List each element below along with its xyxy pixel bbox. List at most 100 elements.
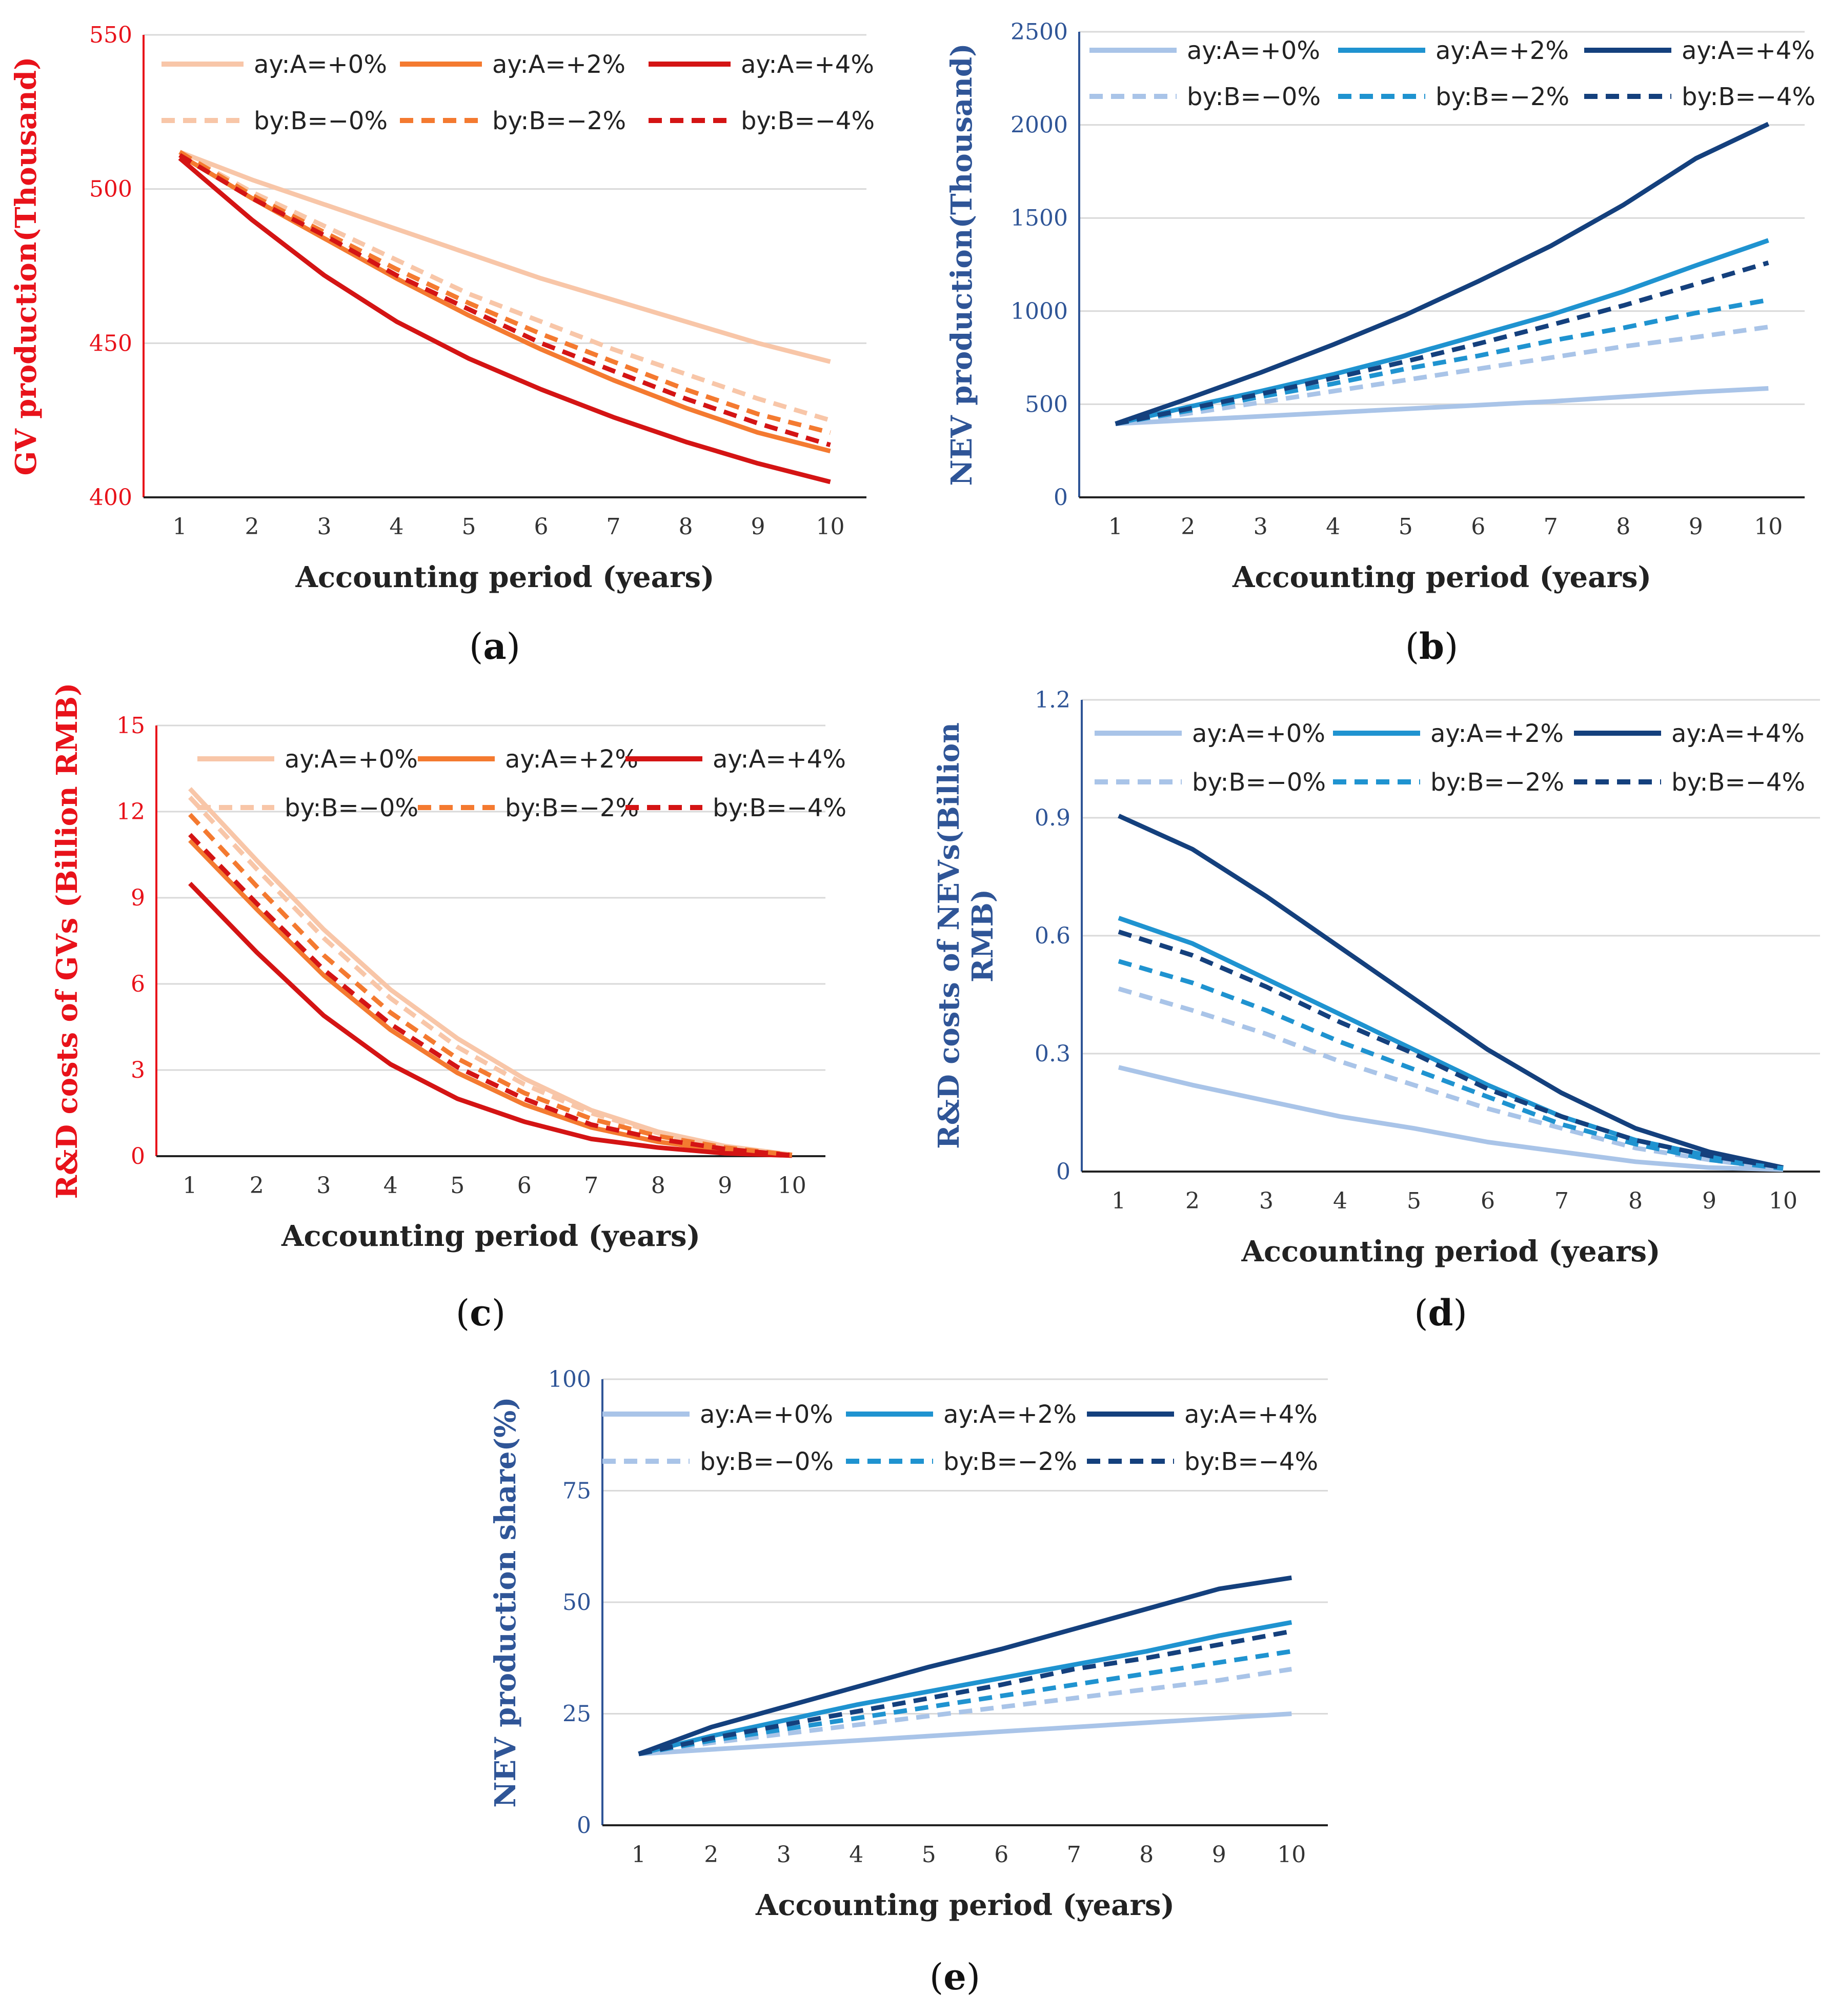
series-line-by-5 — [638, 1629, 1292, 1757]
y-axis-title-line-1: R&D costs of NEVs(Billion — [932, 722, 966, 1149]
x-tick-label: 2 — [250, 1173, 264, 1199]
x-tick-label: 9 — [1702, 1188, 1716, 1214]
series-line-ay-1 — [1115, 238, 1769, 426]
panel-paren-close: ) — [507, 626, 520, 668]
x-tick-label: 9 — [1212, 1842, 1226, 1868]
panel-label: (d) — [1414, 1292, 1467, 1334]
y-axis-title: R&D costs of GVs (Billion RMB) — [50, 682, 84, 1199]
panel-label: (a) — [469, 625, 520, 668]
chart-a: 400 450 500 550 1 2 3 4 5 6 7 8 9 10 Accounting period… — [9, 22, 875, 668]
y-tick-label: 1500 — [1011, 205, 1068, 231]
x-tick-label: 2 — [1181, 514, 1195, 540]
legend-label: ay:A=+0% — [285, 745, 418, 774]
x-tick-label: 2 — [704, 1842, 718, 1868]
x-tick-label: 9 — [718, 1173, 732, 1199]
y-tick-label: 6 — [131, 971, 145, 997]
series-line-ay-2 — [1118, 814, 1784, 1170]
y-tick-label: 0 — [577, 1812, 591, 1839]
series-line-ay-0 — [1118, 1065, 1784, 1172]
y-tick-label: 550 — [89, 22, 132, 48]
x-tick-label: 7 — [1067, 1842, 1081, 1868]
x-tick-label: 1 — [173, 514, 187, 540]
y-axis-title: GV production(Thousand) — [9, 56, 43, 475]
x-tick-label: 4 — [1333, 1188, 1347, 1214]
y-tick-label: 1.2 — [1035, 687, 1070, 713]
panel-paren-open: ( — [1405, 626, 1419, 668]
panel-paren-open: ( — [1414, 1292, 1428, 1334]
x-tick-label: 3 — [777, 1842, 791, 1868]
series-line-ay-1 — [178, 153, 831, 454]
x-tick-label: 5 — [1399, 514, 1413, 540]
x-tick-label: 5 — [462, 514, 476, 540]
x-tick-label: 4 — [1326, 514, 1340, 540]
series-line-by-5 — [178, 153, 831, 448]
panel-label: (c) — [456, 1292, 506, 1334]
x-tick-label: 5 — [450, 1173, 464, 1199]
x-tick-label: 1 — [183, 1173, 197, 1199]
x-tick-label: 7 — [584, 1173, 598, 1199]
x-axis-title: Accounting period (years) — [1241, 1235, 1661, 1268]
legend-label: by:B=−2% — [1436, 83, 1569, 111]
y-tick-label: 2500 — [1011, 19, 1068, 45]
series-line-ay-2 — [188, 881, 792, 1158]
x-tick-label: 4 — [390, 514, 404, 540]
legend-label: ay:A=+4% — [1184, 1400, 1318, 1429]
legend-label: by:B=−2% — [505, 794, 639, 822]
y-tick-label: 500 — [1025, 391, 1068, 417]
series-line-by-3 — [1118, 986, 1784, 1172]
x-tick-label: 1 — [1108, 514, 1123, 540]
series-line-ay-1 — [638, 1620, 1292, 1757]
x-tick-label: 3 — [316, 1173, 331, 1199]
series-line-by-3 — [638, 1667, 1292, 1757]
x-tick-label: 3 — [1259, 1188, 1274, 1214]
y-tick-label: 50 — [562, 1589, 591, 1616]
x-tick-label: 7 — [607, 514, 621, 540]
legend-label: by:B=−0% — [254, 107, 388, 135]
x-axis-title: Accounting period (years) — [755, 1888, 1175, 1922]
y-tick-label: 25 — [562, 1701, 591, 1727]
x-tick-label: 6 — [994, 1842, 1008, 1868]
legend-label: by:B=−4% — [1671, 768, 1805, 797]
x-tick-label: 8 — [1616, 514, 1630, 540]
legend-label: ay:A=+2% — [1430, 719, 1564, 748]
x-axis-title: Accounting period (years) — [295, 560, 715, 594]
panel-letter: b — [1419, 625, 1444, 668]
legend-label: by:B=−4% — [1184, 1447, 1318, 1476]
y-tick-label: 12 — [116, 799, 145, 825]
legend-label: ay:A=+2% — [492, 50, 625, 79]
y-tick-label: 9 — [131, 885, 145, 911]
series-line-ay-0 — [188, 787, 793, 1157]
y-tick-label: 0 — [1056, 1159, 1070, 1185]
legend-label: ay:A=+2% — [943, 1400, 1077, 1429]
x-tick-label: 3 — [1254, 514, 1268, 540]
x-tick-label: 10 — [1769, 1188, 1797, 1214]
x-tick-label: 5 — [1407, 1188, 1421, 1214]
legend-label: ay:A=+0% — [1187, 36, 1320, 65]
y-axis-title-line-2: RMB) — [966, 889, 1000, 982]
series-line-by-5 — [1115, 260, 1769, 426]
x-tick-label: 7 — [1544, 514, 1558, 540]
panel-paren-open: ( — [469, 626, 483, 668]
series-line-by-4 — [188, 813, 793, 1158]
legend-label: by:B=−4% — [1682, 83, 1815, 111]
legend-label: by:B=−0% — [1187, 83, 1321, 111]
panel-paren-close: ) — [1453, 1292, 1467, 1334]
x-tick-label: 4 — [383, 1173, 398, 1199]
y-tick-label: 1000 — [1011, 298, 1068, 325]
x-tick-label: 4 — [849, 1842, 863, 1868]
y-tick-label: 2000 — [1011, 112, 1068, 138]
series-line-by-4 — [638, 1649, 1292, 1757]
legend-label: by:B=−4% — [741, 107, 875, 135]
legend-label: ay:A=+4% — [1682, 36, 1815, 65]
legend-label: ay:A=+0% — [1192, 719, 1325, 748]
x-tick-label: 6 — [1471, 514, 1485, 540]
panel-paren-close: ) — [492, 1292, 506, 1334]
x-tick-label: 2 — [1185, 1188, 1200, 1214]
x-tick-label: 7 — [1554, 1188, 1569, 1214]
panel-paren-close: ) — [1444, 626, 1458, 668]
legend-label: ay:A=+2% — [505, 745, 638, 774]
y-tick-label: 450 — [89, 330, 132, 356]
y-tick-label: 0 — [1054, 485, 1068, 511]
x-tick-label: 8 — [1139, 1842, 1154, 1868]
